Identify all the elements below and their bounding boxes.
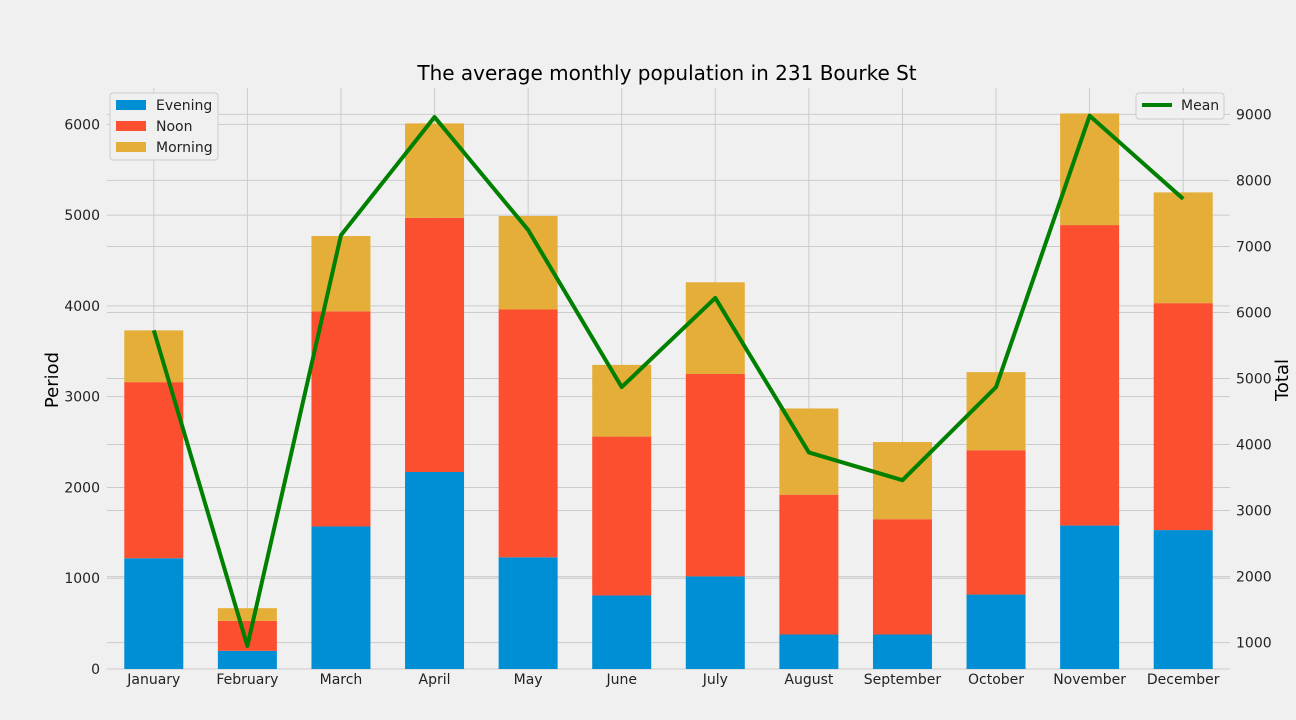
legend-label-morning: Morning (156, 140, 213, 156)
bar-morning-march (311, 235, 371, 312)
y-tick-label-left: 2000 (64, 480, 100, 496)
bar-evening-may (498, 557, 558, 669)
x-tick-label: April (419, 672, 451, 688)
y-tick-label-left: 4000 (64, 299, 100, 315)
x-tick-label: May (514, 672, 543, 688)
legend-swatch-noon (116, 121, 146, 131)
bar-evening-february (217, 650, 277, 669)
legend-left: Evening Noon Morning (109, 92, 219, 161)
bar-morning-february (217, 608, 277, 621)
x-tick-label: March (320, 672, 363, 688)
y-tick-label-right: 4000 (1236, 438, 1272, 454)
x-tick-label: February (216, 672, 278, 688)
bar-morning-december (1153, 192, 1213, 304)
bar-noon-may (498, 309, 558, 558)
bar-morning-november (1060, 113, 1120, 226)
x-tick-label: September (864, 672, 942, 688)
mean-line-layer (151, 113, 1185, 648)
x-tick-label: January (126, 672, 180, 688)
bar-noon-june (592, 436, 652, 596)
legend-label-noon: Noon (156, 119, 192, 135)
bar-evening-june (592, 595, 652, 669)
x-tick-label: August (784, 672, 834, 688)
bar-evening-july (685, 576, 745, 669)
bar-evening-march (311, 526, 371, 669)
bar-noon-april (405, 217, 465, 473)
y-tick-label-left: 0 (91, 662, 100, 678)
bar-evening-october (966, 594, 1026, 669)
y-tick-label-right: 5000 (1236, 372, 1272, 388)
y-tick-label-right: 1000 (1236, 636, 1272, 652)
bars (124, 113, 1213, 669)
x-tick-label: July (702, 672, 728, 688)
bar-morning-january (124, 330, 184, 383)
y-tick-label-right: 7000 (1236, 239, 1272, 255)
bar-evening-september (872, 634, 932, 669)
y-axis-title-left: Period (42, 352, 63, 408)
bar-morning-june (592, 364, 652, 437)
bar-noon-december (1153, 303, 1213, 531)
bar-noon-october (966, 450, 1026, 595)
chart-title: The average monthly population in 231 Bo… (416, 61, 916, 85)
y-tick-label-left: 1000 (64, 571, 100, 587)
bar-evening-january (124, 558, 184, 669)
bar-evening-november (1060, 525, 1120, 669)
bar-morning-april (405, 123, 465, 218)
bar-noon-march (311, 311, 371, 527)
legend-swatch-evening (116, 100, 146, 110)
legend-swatch-morning (116, 142, 146, 152)
legend-right-frame (1135, 92, 1225, 120)
legend-label-mean: Mean (1181, 98, 1219, 114)
bar-evening-august (779, 634, 839, 669)
bar-evening-april (405, 472, 465, 669)
bar-noon-september (872, 519, 932, 635)
y-tick-label-right: 3000 (1236, 504, 1272, 520)
y-axis-title-right: Total (1272, 359, 1293, 402)
legend-right: Mean (1135, 92, 1225, 120)
bar-noon-november (1060, 225, 1120, 526)
mean-line (151, 113, 1185, 648)
bar-noon-august (779, 494, 839, 635)
y-tick-label-right: 6000 (1236, 305, 1272, 321)
y-tick-label-right: 2000 (1236, 570, 1272, 586)
bar-evening-december (1153, 530, 1213, 669)
ticks: 0 1000 2000 3000 4000 5000 6000 1000 2000 3000 400… (64, 107, 1271, 688)
x-tick-label: June (605, 672, 637, 688)
bar-noon-july (685, 373, 745, 577)
y-tick-label-left: 6000 (64, 117, 100, 133)
x-tick-label: December (1147, 672, 1220, 688)
y-tick-label-right: 8000 (1236, 173, 1272, 189)
y-tick-label-right: 9000 (1236, 107, 1272, 123)
x-tick-label: October (968, 672, 1024, 688)
x-tick-label: November (1053, 672, 1126, 688)
legend-label-evening: Evening (156, 98, 212, 114)
y-tick-label-left: 5000 (64, 208, 100, 224)
y-tick-label-left: 3000 (64, 390, 100, 406)
bar-noon-january (124, 382, 184, 559)
